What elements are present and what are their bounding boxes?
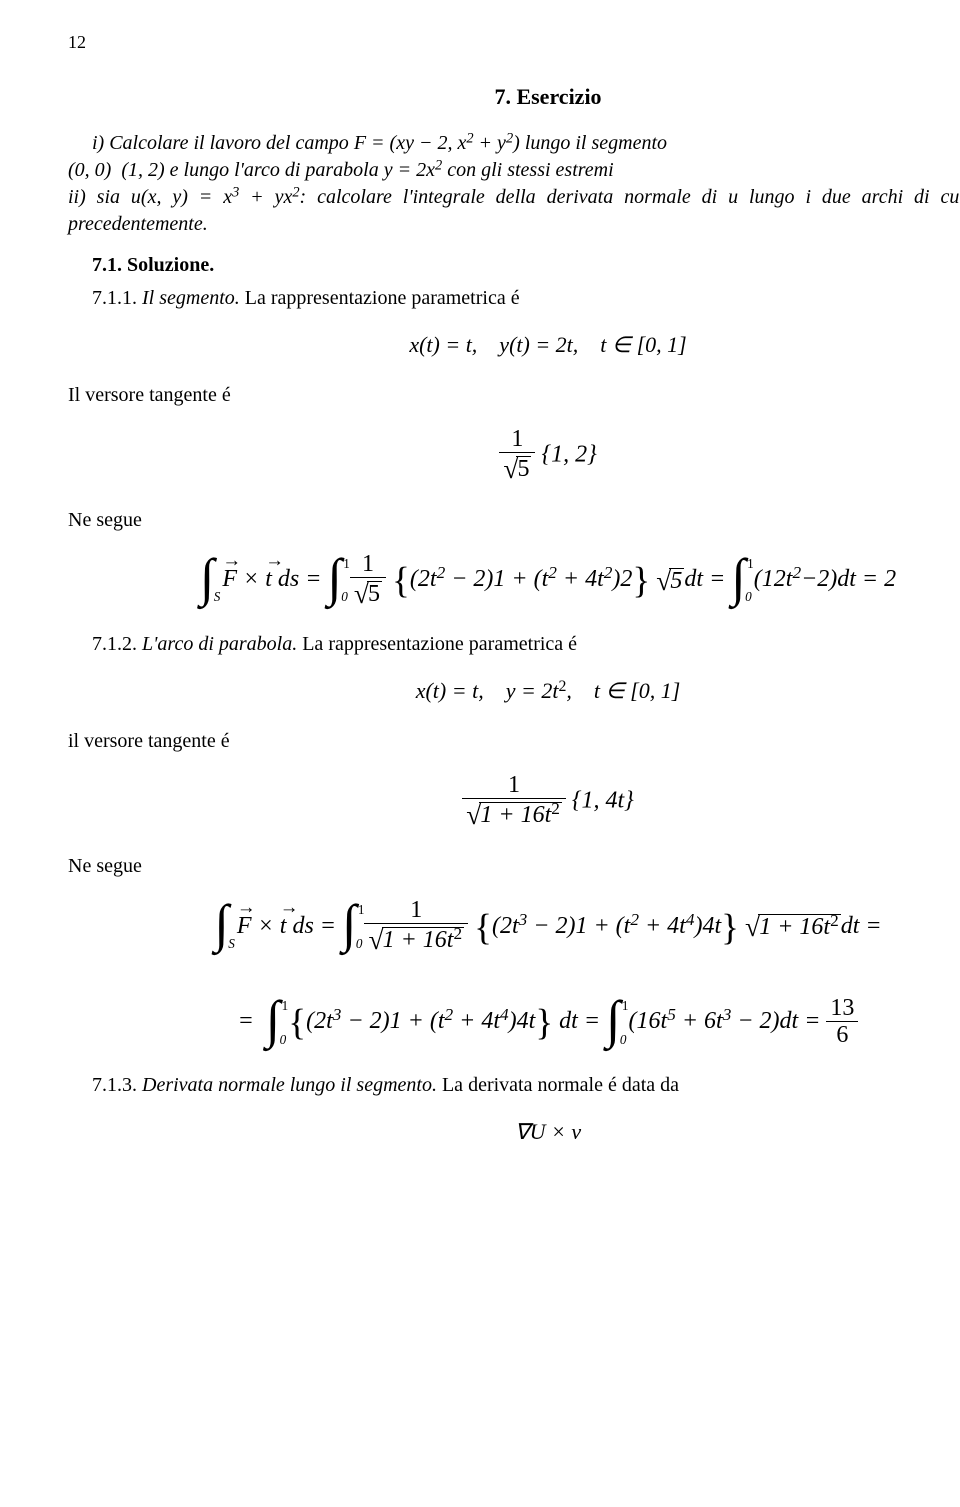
exercise-title: 7. Esercizio — [68, 82, 960, 112]
segment-parametric: x(t) = t, y(t) = 2t, t ∈ [0, 1] — [68, 330, 960, 360]
frac-num-2: 1 — [350, 552, 386, 578]
solution-heading-text: 7.1. Soluzione. — [92, 254, 214, 276]
seg-tail: La rappresentazione parametrica é — [240, 287, 520, 309]
deriv-heading: 7.1.3. Derivata normale lungo il segment… — [68, 1072, 960, 1099]
par-title: L'arco di parabola. — [142, 633, 297, 655]
vec-t-2: t — [280, 910, 287, 942]
intro-u-expr: u(x, y) = x3 + yx2 — [131, 186, 300, 208]
intro-F-expr: F = (xy − 2, x2 + y2) — [354, 132, 520, 154]
intro-u-var: u — [728, 186, 738, 208]
sqrt5-b: 5 — [367, 581, 382, 607]
par-num: 7.1.2. — [92, 633, 142, 655]
ds-2: ds = — [292, 913, 336, 939]
int-1a-sup: 1 — [343, 555, 350, 573]
versore-label-1: Il versore tangente é — [68, 382, 960, 409]
int-3a-sup: 1 — [282, 997, 289, 1015]
exercise-statement: i) Calcolare il lavoro del campo F = (xy… — [68, 130, 960, 238]
int-3b-sub: 0 — [620, 1031, 627, 1049]
int-1a-sub: 0 — [341, 588, 348, 606]
par-tail: La rappresentazione parametrica é — [297, 633, 577, 655]
set12: {1, 2} — [541, 441, 596, 467]
int-2a-sup: 1 — [358, 901, 365, 919]
deriv-title: Derivata normale lungo il segmento. — [142, 1074, 437, 1096]
intro-parabola: y = 2x2 — [384, 159, 442, 181]
intro-i-b: lungo il segmento — [520, 132, 667, 154]
int-S-2: S — [228, 935, 235, 953]
vec-F-1: F — [222, 563, 237, 595]
versore-label-2: il versore tangente é — [68, 728, 960, 755]
vec-F-2: F — [237, 910, 252, 942]
int-3a-sub: 0 — [280, 1031, 287, 1049]
int-1b-sub: 0 — [745, 588, 752, 606]
intro-endpoints: (0, 0) (1, 2) — [68, 159, 165, 181]
frac-6: 6 — [826, 1022, 858, 1050]
nesegue-1: Ne segue — [68, 507, 960, 534]
frac-num-1: 1 — [499, 427, 535, 453]
parabola-parametric: x(t) = t, y = 2t2, t ∈ [0, 1] — [68, 676, 960, 706]
intro-line2c: con gli stessi estremi — [442, 159, 613, 181]
segment-integral: ∫S F × t ds = ∫10 1 √5 {(2t2 − 2)1 + (t2… — [68, 552, 960, 610]
intro-line2b: e lungo l'arco di parabola — [165, 159, 384, 181]
grad-expr: ∇U × ν — [68, 1117, 960, 1147]
segment-heading: 7.1.1. Il segmento. La rappresentazione … — [68, 285, 960, 312]
deriv-num: 7.1.3. — [92, 1074, 142, 1096]
parabola-integral-2: = ∫10 {(2t3 − 2)1 + (t2 + 4t4)4t} dt = ∫… — [68, 996, 960, 1050]
seg-title: Il segmento. — [142, 287, 240, 309]
intro-ii-a: ii) sia — [68, 186, 131, 208]
frac-num-4: 1 — [364, 898, 468, 924]
versore-2: 1 √1 + 16t2 {1, 4t} — [68, 773, 960, 831]
sqrt5-a: 5 — [516, 456, 531, 482]
parabola-heading: 7.1.2. L'arco di parabola. La rappresent… — [68, 631, 960, 658]
solution-heading: 7.1. Soluzione. — [68, 252, 960, 279]
sqrt5-c: 5 — [669, 568, 684, 594]
int-S-1: S — [214, 588, 221, 606]
ds-1: ds = — [278, 566, 322, 592]
dt-eq-3: dt = — [559, 1008, 600, 1034]
parabola-integral-1: ∫S F × t ds = ∫10 1 √1 + 16t2 {(2t3 − 2)… — [68, 898, 960, 956]
frac-num-3: 1 — [462, 773, 566, 799]
grad-text: ∇U × ν — [515, 1119, 581, 1144]
nesegue-2: Ne segue — [68, 853, 960, 880]
dt-eq-2: dt = — [841, 913, 882, 939]
vec-t-1: t — [265, 563, 272, 595]
seg-num: 7.1.1. — [92, 287, 142, 309]
intro-line3b: : calcolare l'integrale della derivata n… — [300, 186, 729, 208]
int-2a-sub: 0 — [356, 935, 363, 953]
deriv-tail: La derivata normale é data da — [437, 1074, 679, 1096]
intro-i-a: i) Calcolare il lavoro del campo — [92, 132, 354, 154]
versore-1: 1 √5 {1, 2} — [68, 427, 960, 485]
dt-eq-1: dt = — [684, 566, 725, 592]
page-number: 12 — [68, 30, 960, 54]
int-3b-sup: 1 — [622, 997, 629, 1015]
int-1b-sup: 1 — [747, 555, 754, 573]
frac-13: 13 — [826, 996, 858, 1022]
set14t: {1, 4t} — [572, 788, 634, 814]
